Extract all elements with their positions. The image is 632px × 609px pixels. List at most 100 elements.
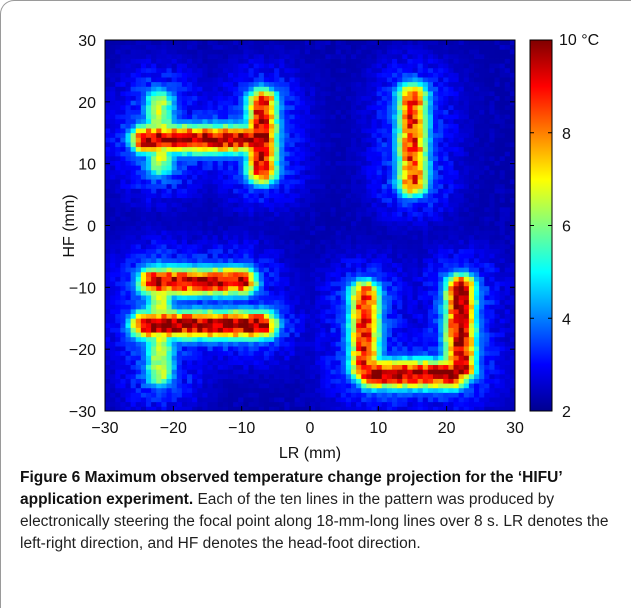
heat-cell <box>115 197 121 203</box>
heat-cell <box>192 295 198 301</box>
heat-cell <box>453 336 460 342</box>
heat-cell <box>474 359 480 366</box>
heat-cell <box>187 132 193 138</box>
heat-cell <box>258 234 265 240</box>
heat-cell <box>243 299 249 305</box>
heat-cell <box>315 387 321 393</box>
heat-cell <box>402 193 408 199</box>
heat-cell <box>289 327 296 333</box>
heat-cell <box>433 220 439 226</box>
heat-cell <box>310 332 316 338</box>
heat-cell <box>258 322 265 328</box>
heat-cell <box>310 355 316 361</box>
heat-cell <box>366 183 372 189</box>
heat-cell <box>222 295 229 301</box>
heat-cell <box>105 271 111 277</box>
heat-cell <box>468 230 475 236</box>
heat-cell <box>228 373 234 379</box>
heat-cell <box>146 197 152 203</box>
heat-cell <box>110 174 116 180</box>
heat-cell <box>315 193 321 199</box>
heat-cell <box>330 160 337 166</box>
heat-cell <box>228 142 234 148</box>
heat-cell <box>212 290 219 296</box>
heat-cell <box>402 281 408 287</box>
heat-cell <box>105 355 111 361</box>
heat-cell <box>166 216 173 222</box>
heat-cell <box>166 397 173 403</box>
heat-cell <box>140 369 147 375</box>
heat-cell <box>509 179 515 185</box>
heat-cell <box>438 346 444 352</box>
heat-cell <box>228 197 234 203</box>
heat-cell <box>315 373 321 379</box>
heat-cell <box>489 220 495 226</box>
heat-cell <box>453 322 460 328</box>
heat-cell <box>315 341 321 347</box>
heat-cell <box>202 267 208 273</box>
heat-cell <box>371 169 378 175</box>
heat-cell <box>479 234 485 240</box>
heat-cell <box>458 281 465 287</box>
heat-cell <box>412 271 419 277</box>
heat-cell <box>458 332 465 338</box>
heat-cell <box>171 123 178 129</box>
heat-cell <box>397 151 403 157</box>
heat-cell <box>381 322 388 328</box>
heat-cell <box>361 123 367 129</box>
heat-cell <box>504 220 511 226</box>
heat-cell <box>494 197 501 203</box>
heat-cell <box>474 234 480 240</box>
heat-cell <box>407 346 413 352</box>
heat-cell <box>263 248 270 254</box>
heat-cell <box>417 373 424 379</box>
heat-cell <box>345 165 352 171</box>
heat-cell <box>494 248 501 254</box>
heat-cell <box>479 262 485 268</box>
heat-cell <box>289 202 296 208</box>
heat-cell <box>110 160 116 166</box>
heat-cell <box>110 378 116 384</box>
heat-cell <box>427 327 434 333</box>
heat-cell <box>222 257 229 263</box>
heat-cell <box>202 183 208 189</box>
heat-cell <box>207 151 214 157</box>
heat-cell <box>197 290 203 296</box>
heat-cell <box>371 341 378 347</box>
heat-cell <box>192 225 198 231</box>
heat-cell <box>335 313 342 319</box>
heat-cell <box>376 128 383 134</box>
heat-cell <box>151 239 157 245</box>
heat-cell <box>509 364 515 370</box>
heat-cell <box>181 174 188 180</box>
heat-cell <box>386 257 393 263</box>
heat-cell <box>156 206 162 212</box>
heat-cell <box>315 281 321 287</box>
heat-cell <box>407 406 413 411</box>
heat-cell <box>212 146 219 152</box>
heat-cell <box>212 193 219 199</box>
heat-cell <box>463 123 470 129</box>
heat-cell <box>315 271 321 277</box>
heat-cell <box>135 220 142 226</box>
heat-cell <box>474 392 480 398</box>
heat-cell <box>494 137 501 143</box>
heat-cell <box>156 225 162 231</box>
heat-cell <box>166 355 173 361</box>
heat-cell <box>345 206 352 212</box>
heat-cell <box>289 346 296 352</box>
heat-cell <box>458 146 465 152</box>
heat-cell <box>125 146 132 152</box>
heat-cell <box>320 146 326 152</box>
heat-cell <box>443 313 449 319</box>
heat-cell <box>392 220 398 226</box>
heat-cell <box>381 225 388 231</box>
heat-cell <box>279 271 285 277</box>
heat-cell <box>243 285 249 291</box>
heat-cell <box>299 364 306 370</box>
heat-cell <box>110 350 116 356</box>
heat-cell <box>463 257 470 263</box>
heat-cell <box>146 271 152 277</box>
heat-cell <box>222 230 229 236</box>
heat-cell <box>330 262 337 268</box>
